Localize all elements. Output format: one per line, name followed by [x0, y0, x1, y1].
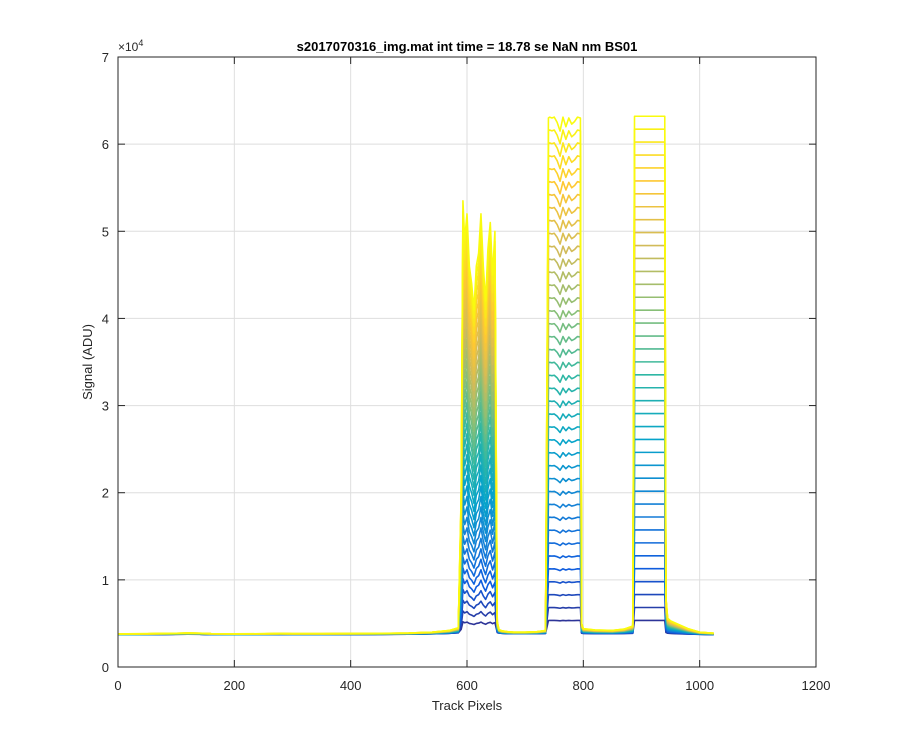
- signal-trace: [118, 115, 714, 635]
- y-tick-label: 7: [102, 50, 109, 65]
- x-tick-label: 1200: [802, 678, 831, 693]
- y-tick-label: 6: [102, 137, 109, 152]
- x-tick-label: 800: [572, 678, 594, 693]
- y-tick-label: 3: [102, 399, 109, 414]
- x-tick-labels: 0 200 400 600 800 1000 1200: [114, 678, 830, 693]
- x-tick-label: 1000: [685, 678, 714, 693]
- x-tick-label: 0: [114, 678, 121, 693]
- chart-title: s2017070316_img.mat int time = 18.78 se …: [297, 39, 638, 54]
- y-exponent-label: ×104: [118, 38, 143, 54]
- y-tick-label: 5: [102, 224, 109, 239]
- y-exponent-base: ×10: [118, 40, 139, 54]
- y-tick-label: 1: [102, 573, 109, 588]
- x-tick-label: 200: [223, 678, 245, 693]
- axis-ticks: [117, 56, 817, 668]
- y-axis-label: Signal (ADU): [80, 324, 95, 400]
- y-tick-label: 2: [102, 486, 109, 501]
- y-tick-label: 4: [102, 311, 109, 326]
- plot-area: 0 200 400 600 800 1000 1200 0 1 2 3 4 5 6 7: [102, 50, 831, 693]
- signal-traces: [118, 115, 714, 636]
- x-tick-label: 600: [456, 678, 478, 693]
- x-tick-label: 400: [340, 678, 362, 693]
- y-tick-labels: 0 1 2 3 4 5 6 7: [102, 50, 109, 675]
- x-axis-label: Track Pixels: [432, 698, 503, 713]
- y-tick-label: 0: [102, 660, 109, 675]
- y-exponent-power: 4: [138, 38, 143, 48]
